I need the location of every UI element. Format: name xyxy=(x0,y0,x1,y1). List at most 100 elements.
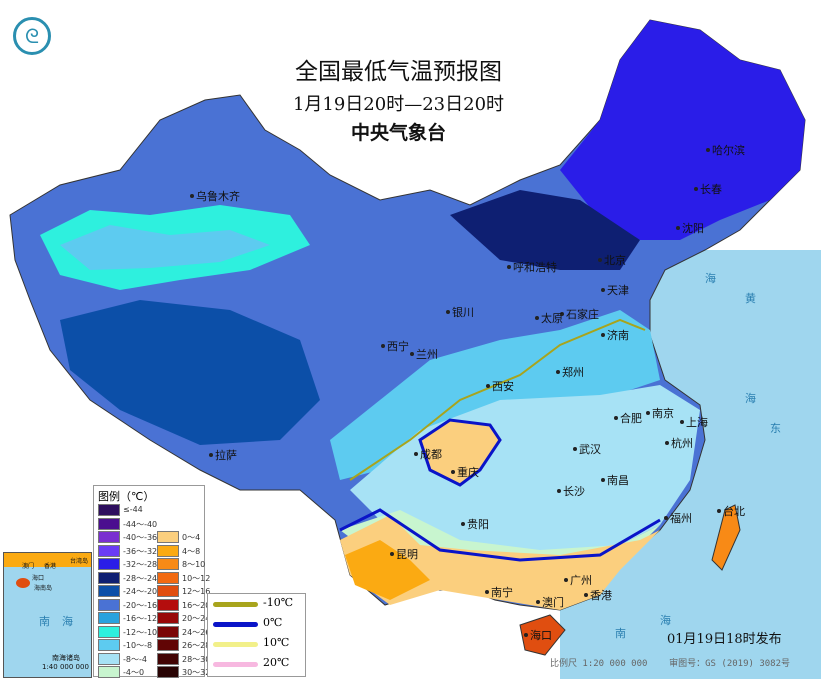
legend-label: -10～-8 xyxy=(123,641,153,650)
isotherm-label: 20℃ xyxy=(263,656,290,669)
review-number: 审图号：GS (2019) 3082号 xyxy=(669,659,790,669)
region-northeast-cold xyxy=(560,20,805,240)
sea-label: 南 xyxy=(615,627,626,640)
city-marker xyxy=(601,333,605,337)
isotherm-swatch xyxy=(213,622,258,627)
legend-swatch xyxy=(98,585,120,597)
sea-label: 海 xyxy=(705,272,716,285)
legend-swatch xyxy=(157,639,179,651)
city-label: 太原 xyxy=(541,312,563,325)
sea-label: 海 xyxy=(660,614,671,627)
legend-swatch xyxy=(98,558,120,570)
legend-label: -36～-32 xyxy=(123,546,158,556)
legend-label: -44～-40 xyxy=(123,519,158,529)
legend-label: -8～-4 xyxy=(123,654,147,664)
city-label: 天津 xyxy=(607,284,629,297)
legend-label: 30～32 xyxy=(182,668,211,677)
city-marker xyxy=(446,310,450,314)
city-label: 兰州 xyxy=(416,348,438,361)
legend: 图例（℃） ≤-44 -44～-40 -40～-36 -36～-32 -32～-28 -2… xyxy=(93,485,210,678)
legend-label: 12～16 xyxy=(182,587,211,596)
city-marker xyxy=(560,312,564,316)
city-label: 哈尔滨 xyxy=(712,144,745,157)
city-label: 上海 xyxy=(686,416,708,429)
legend-swatch xyxy=(98,544,120,557)
city-label: 乌鲁木齐 xyxy=(196,190,240,203)
city-marker xyxy=(665,441,669,445)
city-label: 郑州 xyxy=(562,366,584,379)
issue-time: 01月19日18时发布 xyxy=(667,632,782,647)
legend-swatch xyxy=(98,666,120,678)
city-marker xyxy=(209,453,213,457)
isotherm-label: 0℃ xyxy=(263,616,283,629)
city-label: 南昌 xyxy=(607,474,629,487)
city-marker xyxy=(694,187,698,191)
city-label: 贵阳 xyxy=(467,518,489,531)
city-marker xyxy=(485,590,489,594)
legend-label: 26～28 xyxy=(182,641,211,650)
sea-label: 黄 xyxy=(745,292,756,305)
city-label: 海口 xyxy=(530,629,552,642)
cma-logo: ᘓ xyxy=(13,17,51,55)
isotherm-label: -10℃ xyxy=(263,596,294,609)
city-marker xyxy=(564,578,568,582)
legend-swatch xyxy=(98,625,120,638)
forecast-period: 1月19日20时—23日20时 xyxy=(292,94,505,115)
city-marker xyxy=(601,478,605,482)
city-marker xyxy=(190,194,194,198)
isotherm-swatch xyxy=(213,662,258,667)
city-marker xyxy=(614,416,618,420)
region-north-deep xyxy=(450,190,640,270)
isotherm-swatch xyxy=(213,602,258,607)
city-label: 拉萨 xyxy=(215,449,237,462)
taiwan-island xyxy=(711,504,741,571)
inset-islands-label: 南海诸岛 xyxy=(52,654,80,662)
legend-label: ≤-44 xyxy=(123,505,143,514)
city-label: 澳门 xyxy=(542,596,564,609)
legend-label: 10～12 xyxy=(182,573,211,583)
city-marker xyxy=(717,509,721,513)
isotherm-legend: -10℃ 0℃ 10℃ 20℃ xyxy=(207,593,306,677)
region-xinjiang-light xyxy=(60,225,270,270)
city-marker xyxy=(706,148,710,152)
legend-swatch xyxy=(157,531,179,543)
legend-label: 0～4 xyxy=(182,533,201,542)
sea-label: 海 xyxy=(745,392,756,405)
city-marker xyxy=(598,258,602,262)
city-label: 昆明 xyxy=(396,548,418,561)
city-label: 武汉 xyxy=(579,443,601,456)
city-marker xyxy=(486,384,490,388)
city-marker xyxy=(601,288,605,292)
legend-swatch xyxy=(98,531,120,543)
city-label: 济南 xyxy=(607,329,629,342)
city-label: 广州 xyxy=(570,574,592,587)
legend-label: 16～20 xyxy=(182,600,211,610)
city-label: 台北 xyxy=(723,505,745,518)
region-tibet-deep xyxy=(60,300,320,445)
south-china-sea-inset: 海口 海南岛 台湾岛 澳门 香港 南海 南海诸岛 1:40 000 000 xyxy=(3,552,92,678)
isotherm-label: 10℃ xyxy=(263,636,290,649)
city-label: 石家庄 xyxy=(566,308,599,321)
inset-label: 海口 xyxy=(32,575,45,582)
city-marker xyxy=(390,552,394,556)
city-marker xyxy=(535,316,539,320)
map-title: 全国最低气温预报图 xyxy=(295,59,502,85)
city-marker xyxy=(414,452,418,456)
legend-swatch xyxy=(157,558,179,570)
legend-swatch xyxy=(98,652,120,665)
region-sichuan-basin xyxy=(418,418,502,487)
legend-label: 4～8 xyxy=(182,546,201,556)
legend-swatch xyxy=(157,598,179,611)
city-label: 合肥 xyxy=(620,412,642,425)
legend-label: -12～-10 xyxy=(123,627,158,637)
city-label: 成都 xyxy=(420,448,442,461)
city-marker xyxy=(451,470,455,474)
city-label: 南宁 xyxy=(491,586,513,599)
scale-and-review: 比例尺 1:20 000 000 审图号：GS (2019) 3082号 xyxy=(550,656,790,669)
city-marker xyxy=(556,370,560,374)
inset-scale: 1:40 000 000 xyxy=(42,663,89,671)
inset-sea-label: 南海 xyxy=(39,615,85,628)
legend-label: -16～-12 xyxy=(123,614,158,623)
